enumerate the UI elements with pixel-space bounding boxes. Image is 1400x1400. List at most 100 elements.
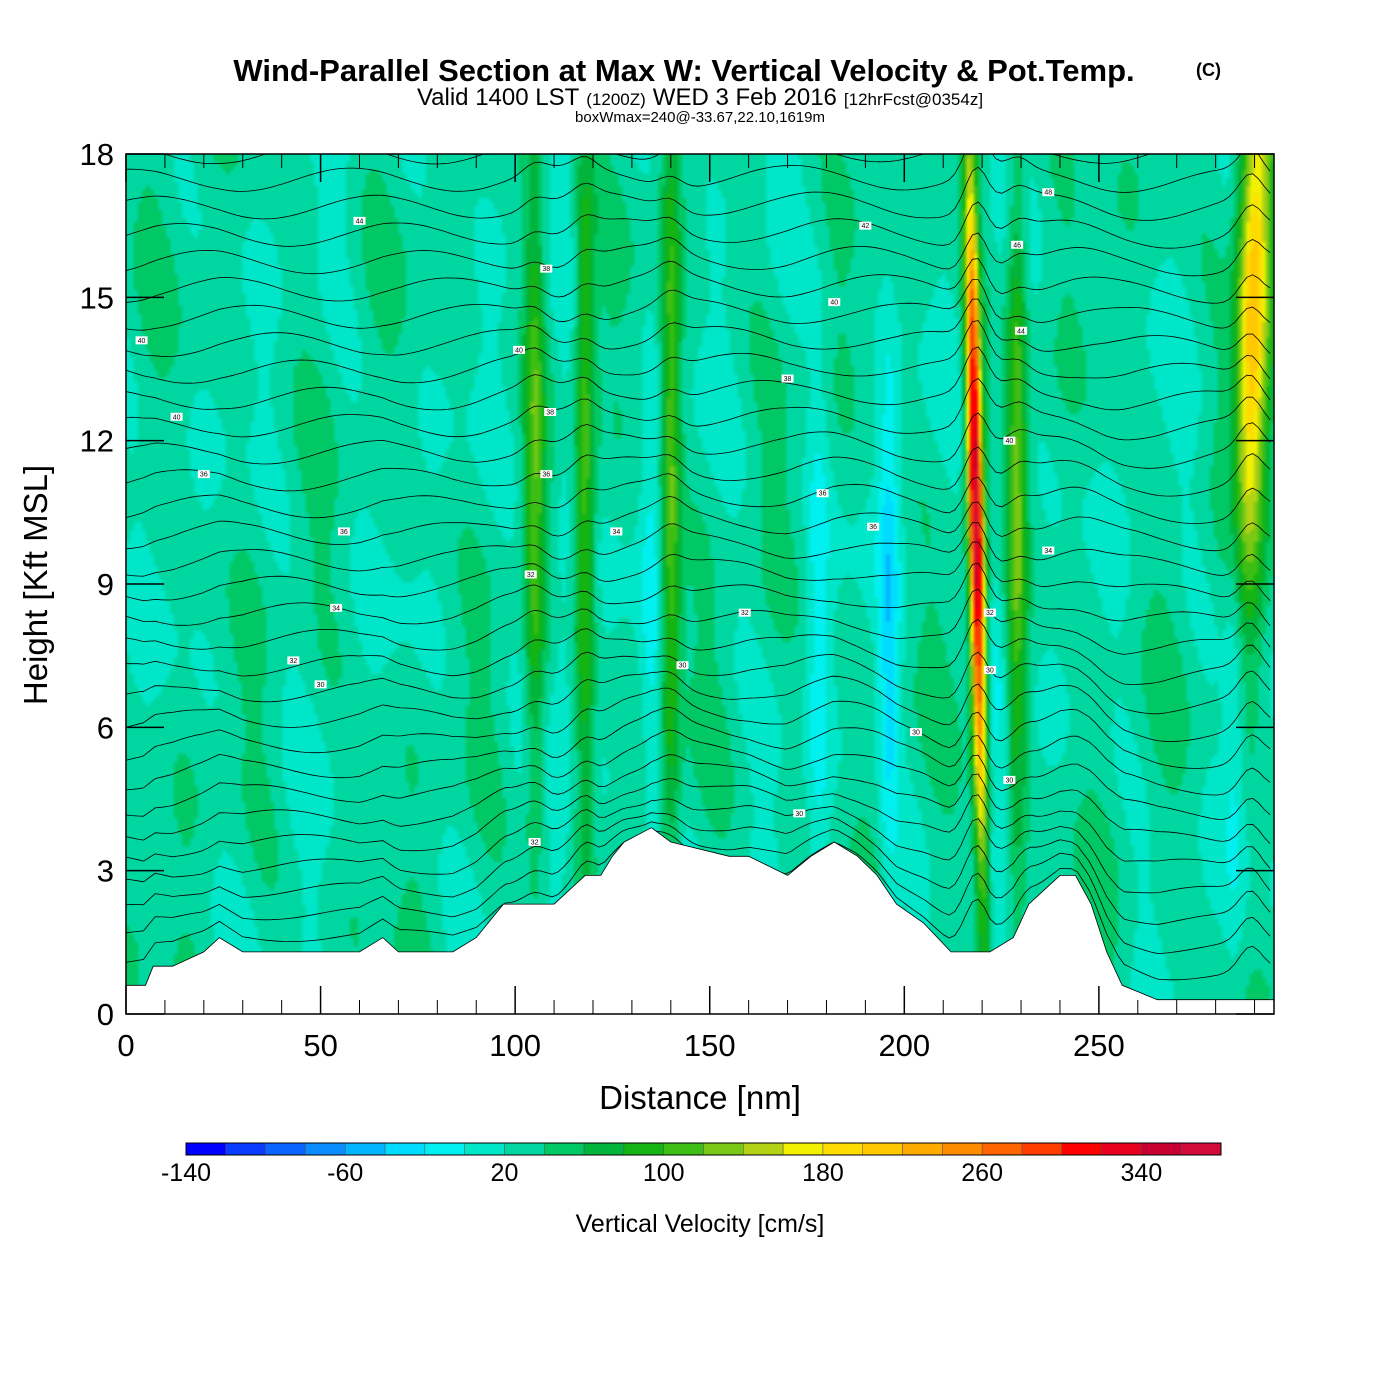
y-axis-label: Height [Kft MSL] [17, 465, 54, 705]
svg-text:34: 34 [332, 605, 340, 612]
contour-label: 38 [540, 264, 553, 273]
x-tick-label: 50 [303, 1028, 337, 1063]
colorbar-swatch [1101, 1142, 1142, 1156]
colorbar-swatch [464, 1142, 505, 1156]
x-tick-label: 0 [117, 1028, 134, 1063]
contour-label: 32 [983, 608, 996, 617]
contour-label: 44 [353, 216, 366, 225]
contour-label: 48 [1042, 188, 1055, 197]
svg-text:30: 30 [912, 730, 920, 737]
colorbar-swatch [544, 1142, 585, 1156]
contour-label: 38 [781, 374, 794, 383]
contour-label: 32 [524, 570, 537, 579]
isentrope-line [126, 473, 1271, 525]
contour-labels: 40 40 36 36 34 32 30 44 38 40 38 36 34 32 30 32 42 40 38 36… [135, 188, 1055, 847]
svg-text:44: 44 [356, 218, 364, 225]
svg-text:38: 38 [546, 410, 554, 417]
subtitle-forecast: [12hrFcst@0354z] [844, 90, 983, 109]
svg-text:34: 34 [1044, 548, 1052, 555]
contour-label: 36 [540, 470, 553, 479]
isentrope-line [126, 232, 1271, 277]
chart-subtitle: Valid 1400 LST (1200Z) WED 3 Feb 2016 [12hr… [417, 84, 983, 111]
contour-label: 40 [513, 345, 526, 354]
chart-title: Wind-Parallel Section at Max W: Vertical… [233, 53, 1134, 88]
y-tick-label: 9 [97, 567, 114, 602]
svg-text:36: 36 [200, 472, 208, 479]
x-axis-label: Distance [nm] [599, 1079, 801, 1116]
svg-text:34: 34 [612, 529, 620, 536]
subtitle-date: WED 3 Feb 2016 [653, 84, 837, 111]
y-tick-label: 12 [80, 424, 114, 459]
colorbar-swatch [265, 1142, 306, 1156]
contour-label: 34 [1042, 546, 1055, 555]
colorbar-swatch [623, 1142, 664, 1156]
y-tick-label: 18 [80, 137, 114, 172]
colorbar-swatch [305, 1142, 346, 1156]
svg-text:44: 44 [1017, 328, 1025, 335]
colorbar-tick-labels: -140 -60 20 100 180 260 340 [161, 1159, 1162, 1187]
isentrope-line [126, 754, 1271, 844]
isentrope-line [126, 446, 1271, 497]
colorbar [185, 1142, 1222, 1156]
contour-label: 32 [528, 838, 541, 847]
contour-label: 36 [867, 522, 880, 531]
svg-text:32: 32 [986, 610, 994, 617]
x-tick-label: 200 [878, 1028, 930, 1063]
x-tick-label: 250 [1073, 1028, 1125, 1063]
colorbar-tick-label: 20 [491, 1159, 519, 1187]
colorbar-tick-label: -60 [327, 1159, 363, 1187]
colorbar-swatch [743, 1142, 784, 1156]
contour-label: 40 [828, 298, 841, 307]
isentrope-line [126, 320, 1271, 384]
contour-label: 36 [337, 527, 350, 536]
colorbar-swatch [1061, 1142, 1102, 1156]
isentrope-line [126, 670, 1271, 742]
svg-text:32: 32 [741, 610, 749, 617]
svg-text:36: 36 [542, 472, 550, 479]
svg-text:40: 40 [138, 338, 146, 345]
svg-text:32: 32 [527, 572, 535, 579]
y-tick-label: 3 [97, 854, 114, 889]
colorbar-swatch [902, 1142, 943, 1156]
colorbar-swatch [504, 1142, 545, 1156]
contour-label: 38 [544, 408, 557, 417]
y-tick-label: 0 [97, 997, 114, 1032]
isentrope-line [126, 154, 1271, 193]
contour-label: 42 [859, 221, 872, 230]
y-tick-labels: 0 3 6 9 12 15 18 [80, 137, 114, 1032]
contour-label: 32 [738, 608, 751, 617]
isentrope-line [126, 346, 1271, 411]
isentrope-line [126, 778, 1271, 869]
contour-label: 30 [983, 666, 996, 675]
colorbar-swatch [862, 1142, 903, 1156]
svg-text:38: 38 [542, 266, 550, 273]
contour-label: 40 [135, 336, 148, 345]
svg-text:40: 40 [830, 300, 838, 307]
y-tick-label: 6 [97, 710, 114, 745]
colorbar-swatch [1180, 1142, 1222, 1156]
svg-text:46: 46 [1013, 242, 1021, 249]
contour-label: 30 [909, 728, 922, 737]
colorbar-swatch [1021, 1142, 1063, 1156]
svg-text:32: 32 [289, 658, 297, 665]
isentrope-line [126, 412, 1271, 469]
svg-text:40: 40 [173, 414, 181, 421]
svg-text:38: 38 [784, 376, 792, 383]
colorbar-swatch [782, 1142, 824, 1156]
contour-label: 30 [793, 809, 806, 818]
isentrope-line [126, 541, 1271, 602]
svg-text:36: 36 [819, 491, 827, 498]
colorbar-swatch [942, 1142, 983, 1156]
isentrope-line [126, 377, 1271, 441]
contour-label: 30 [1003, 775, 1016, 784]
isentrope-line [126, 706, 1271, 796]
colorbar-swatch [1141, 1142, 1182, 1156]
isentrope-line [126, 166, 1271, 221]
potential-temperature-contours [126, 135, 1271, 981]
isentrope-line [126, 135, 1270, 137]
colorbar-swatch [703, 1142, 744, 1156]
isentrope-line [126, 562, 1271, 627]
chart-title-mark: (C) [1196, 60, 1221, 80]
svg-text:40: 40 [1005, 438, 1013, 445]
svg-text:30: 30 [679, 663, 687, 670]
